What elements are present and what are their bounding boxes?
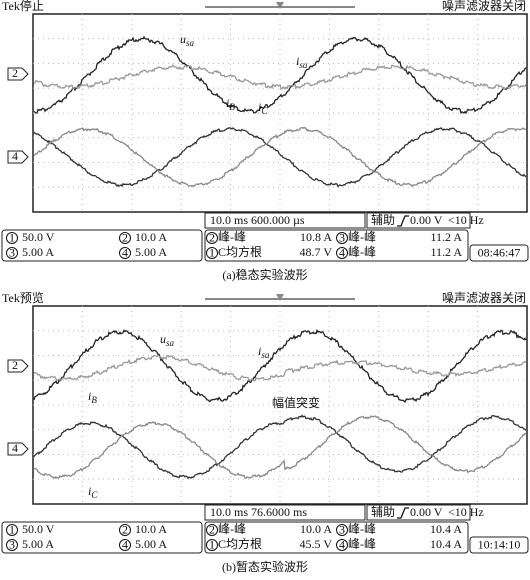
clock: 08:46:47 xyxy=(478,245,521,259)
status: Tek预览 xyxy=(2,290,44,305)
figure: Tek停止噪声滤波器关闭24usaisaiBiC10.0 ms 600.000 … xyxy=(0,0,530,580)
clock: 10:14:10 xyxy=(478,537,521,551)
timebase: 10.0 ms 600.000 µs xyxy=(210,213,305,227)
wave-label-sub: B xyxy=(91,395,97,405)
caption: (a)稳态实验波形 xyxy=(222,267,307,282)
measure-value: 10.8 A xyxy=(300,230,332,244)
measure-kind: C均方根 xyxy=(218,244,262,259)
channel-number: 4 xyxy=(339,245,345,259)
measure-kind: 峰-峰 xyxy=(218,522,246,536)
wave-label-sub: sa xyxy=(299,60,308,70)
measure-value: 10.0 A xyxy=(300,522,332,536)
measure-kind: 峰-峰 xyxy=(218,230,246,244)
channel-scale: 5.00 A xyxy=(135,245,167,259)
measure-kind: 峰-峰 xyxy=(348,245,376,259)
channel-number: 3 xyxy=(339,230,345,244)
measure-value: 11.2 A xyxy=(430,230,462,244)
trigger-freq: <10 Hz xyxy=(448,213,484,227)
channel-marker-label: 2 xyxy=(12,358,18,372)
channel-number: 4 xyxy=(122,245,128,259)
channel-number: 3 xyxy=(339,522,345,536)
channel-number: 2 xyxy=(122,230,128,244)
channel-number: 2 xyxy=(209,230,215,244)
channel-marker xyxy=(8,443,28,455)
measure-kind: 峰-峰 xyxy=(348,537,376,551)
trigger-label: 辅助 xyxy=(371,505,395,519)
channel-marker-label: 4 xyxy=(12,441,18,455)
channel-number: 1 xyxy=(9,522,15,536)
channel-scale: 5.00 A xyxy=(22,537,54,551)
channel-marker-label: 2 xyxy=(12,66,18,80)
wave-label-sub: sa xyxy=(166,338,175,348)
channel-marker xyxy=(8,151,28,163)
filter-status: 噪声滤波器关闭 xyxy=(442,291,526,305)
measure-value: 48.7 V xyxy=(300,245,333,259)
filter-status: 噪声滤波器关闭 xyxy=(442,0,526,13)
channel-number: 3 xyxy=(9,245,15,259)
wave-label-sub: C xyxy=(261,106,268,116)
channel-number: 1 xyxy=(209,245,215,259)
measure-value: 45.5 V xyxy=(300,537,333,551)
trigger-label: 辅助 xyxy=(371,213,395,227)
channel-marker-label: 4 xyxy=(12,149,18,163)
channel-number: 2 xyxy=(122,522,128,536)
caption: (b)暂态实验波形 xyxy=(222,559,308,574)
annotation: 幅值突变 xyxy=(272,395,320,410)
measure-kind: 峰-峰 xyxy=(348,230,376,244)
channel-number: 2 xyxy=(209,522,215,536)
measure-kind: C均方根 xyxy=(218,536,262,551)
channel-number: 1 xyxy=(209,537,215,551)
channel-number: 3 xyxy=(9,537,15,551)
status: Tek停止 xyxy=(2,0,44,13)
channel-scale: 5.00 A xyxy=(22,245,54,259)
wave-label-sub: sa xyxy=(261,350,270,360)
trigger-freq: <10 Hz xyxy=(448,505,484,519)
channel-scale: 50.0 V xyxy=(22,230,55,244)
channel-number: 1 xyxy=(9,230,15,244)
trigger-level: 0.00 V xyxy=(410,505,443,519)
trigger-icon xyxy=(397,508,409,518)
channel-scale: 5.00 A xyxy=(135,537,167,551)
measure-value: 11.2 A xyxy=(430,245,462,259)
channel-scale: 10.0 A xyxy=(135,230,167,244)
wave-label-sub: sa xyxy=(186,38,195,48)
channel-number: 4 xyxy=(122,537,128,551)
wave-label-sub: B xyxy=(229,102,235,112)
trigger-icon xyxy=(397,216,409,226)
channel-number: 4 xyxy=(339,537,345,551)
measure-value: 10.4 A xyxy=(430,522,462,536)
measure-kind: 峰-峰 xyxy=(348,522,376,536)
channel-marker xyxy=(8,360,28,372)
timebase: 10.0 ms 76.6000 ms xyxy=(210,505,307,519)
measure-value: 10.4 A xyxy=(430,537,462,551)
wave-label-sub: C xyxy=(91,490,98,500)
channel-scale: 10.0 A xyxy=(135,522,167,536)
channel-scale: 50.0 V xyxy=(22,522,55,536)
channel-marker xyxy=(8,68,28,80)
scope-panel: Tek预览噪声滤波器关闭24usaisaiBiC幅值突变10.0 ms 76.6… xyxy=(2,290,528,574)
trigger-level: 0.00 V xyxy=(410,213,443,227)
